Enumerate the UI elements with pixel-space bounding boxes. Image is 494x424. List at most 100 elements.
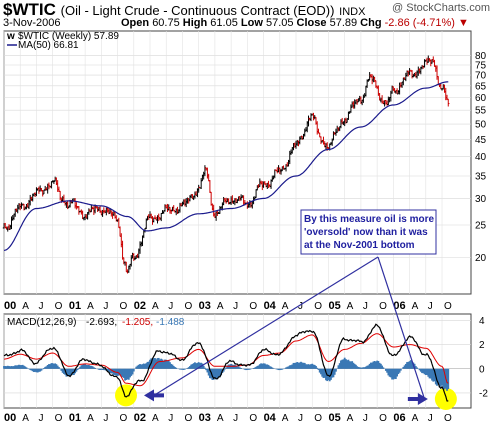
macd-histogram-bar xyxy=(199,362,201,369)
macd-y-tick-label: 2 xyxy=(479,340,485,351)
close-label: Close xyxy=(296,17,327,29)
macd-histogram-bar xyxy=(232,364,235,369)
macd-histogram-bar xyxy=(364,366,367,369)
macd-histogram-bar xyxy=(242,368,245,370)
macd-histogram-bar xyxy=(288,365,291,369)
arrow-line-left xyxy=(153,256,379,396)
macd-histogram-bar xyxy=(84,363,87,369)
macd-histogram-bar xyxy=(432,368,435,382)
macd-histogram-bar xyxy=(439,368,442,387)
macd-histogram-bar xyxy=(338,363,341,369)
price-series xyxy=(2,55,450,274)
macd-histogram-bar xyxy=(378,362,381,369)
macd-histogram-bar xyxy=(256,365,259,369)
macd-histogram-bar xyxy=(34,368,37,372)
macd-histogram-bar xyxy=(197,362,200,369)
x-tick-label: 04 xyxy=(264,300,277,312)
macd-histogram-bar xyxy=(181,368,184,370)
arrow-left-icon xyxy=(143,389,164,402)
macd-histogram-bar xyxy=(276,368,279,370)
macd-histogram-bar xyxy=(423,368,426,375)
x-tick-label: J xyxy=(38,413,43,424)
price-y-tick-label: 30 xyxy=(475,194,487,205)
macd-histogram-bar xyxy=(302,362,305,369)
macd-histogram-bar xyxy=(409,360,412,369)
macd-histogram-bar xyxy=(313,364,316,369)
macd-histogram-bar xyxy=(351,361,354,369)
macd-histogram-bar xyxy=(69,368,72,377)
macd-histogram-bar xyxy=(29,368,32,370)
macd-histogram-bar xyxy=(321,368,324,377)
macd-histogram-bar xyxy=(293,362,296,369)
macd-histogram-bar xyxy=(446,368,448,391)
price-y-tick-label: 55 xyxy=(475,106,487,117)
macd-histogram-bar xyxy=(79,366,82,369)
macd-histogram-bar xyxy=(433,368,436,382)
macd-histogram-bar xyxy=(205,368,208,371)
macd-histogram-bar xyxy=(424,368,427,376)
macd-histogram-bar xyxy=(438,368,441,388)
arrow-right-icon xyxy=(407,392,428,405)
macd-histogram-bar xyxy=(213,368,216,379)
macd-histogram-bar xyxy=(266,364,269,369)
macd-histogram-bar xyxy=(90,365,93,369)
macd-histogram-bar xyxy=(413,363,416,369)
macd-histogram-bar xyxy=(63,368,65,374)
macd-histogram-bar xyxy=(253,367,256,369)
high-label: High xyxy=(182,17,208,29)
macd-histogram-bar xyxy=(186,368,189,369)
macd-histogram-bar xyxy=(192,363,195,369)
macd-histogram-bar xyxy=(392,368,395,380)
stockcharts-watermark[interactable]: @ StockCharts.com xyxy=(392,2,490,14)
x-tick-label: A xyxy=(217,413,224,424)
macd-histogram-bar xyxy=(164,359,166,369)
macd-histogram-bar xyxy=(427,368,430,377)
macd-histogram-bar xyxy=(386,368,389,373)
macd-histogram-bar xyxy=(287,366,290,369)
macd-histogram-bar xyxy=(75,368,78,372)
macd-histogram-bar xyxy=(215,368,218,380)
macd-histogram-bar xyxy=(99,368,101,371)
macd-histogram-bar xyxy=(122,368,125,378)
macd-histogram-bar xyxy=(132,368,135,372)
macd-histogram-bar xyxy=(166,360,169,369)
x-tick-label: 03 xyxy=(199,412,211,424)
macd-histogram-bar xyxy=(419,368,422,372)
x-tick-label: 01 xyxy=(69,412,81,424)
macd-histogram-bar xyxy=(156,358,159,369)
macd-histogram-bar xyxy=(50,363,53,369)
macd-histogram-bar xyxy=(226,365,229,369)
macd-histogram-bar xyxy=(281,368,284,370)
macd-histogram-bar xyxy=(24,366,27,369)
macd-histogram-bar xyxy=(346,360,349,369)
macd-histogram-bar xyxy=(372,361,375,369)
price-y-tick-label: 65 xyxy=(475,81,487,92)
macd-histogram-bar xyxy=(142,363,145,369)
macd-histogram-bar xyxy=(61,368,64,373)
macd-histogram-bar xyxy=(308,364,311,369)
price-y-tick-label: 80 xyxy=(475,51,487,62)
x-tick-label: A xyxy=(282,413,289,424)
macd-histogram-bar xyxy=(286,366,289,369)
macd-histogram-bar xyxy=(46,365,49,369)
macd-histogram-bar xyxy=(258,364,261,369)
macd-histogram-bar xyxy=(126,368,129,380)
macd-histogram-bar xyxy=(54,363,57,369)
x-tick-label: J xyxy=(103,413,108,424)
x-tick-label: O xyxy=(120,413,128,424)
macd-histogram-bar xyxy=(268,366,271,369)
macd-histogram-bar xyxy=(216,368,219,380)
macd-histogram-bar xyxy=(245,368,247,371)
macd-histogram-bar xyxy=(262,363,265,369)
macd-histogram-bar xyxy=(76,368,79,370)
svg-text:w: w xyxy=(6,31,15,42)
macd-histogram-bar xyxy=(323,368,326,378)
macd-histogram-bar xyxy=(374,361,377,369)
macd-histogram-bar xyxy=(381,365,384,369)
macd-histogram-bar xyxy=(71,368,74,375)
macd-histogram-bar xyxy=(169,362,171,369)
macd-histogram-bar xyxy=(36,368,39,373)
x-tick-label: 05 xyxy=(328,300,340,312)
x-tick-label: A xyxy=(412,301,419,312)
macd-histogram-bar xyxy=(130,368,133,376)
